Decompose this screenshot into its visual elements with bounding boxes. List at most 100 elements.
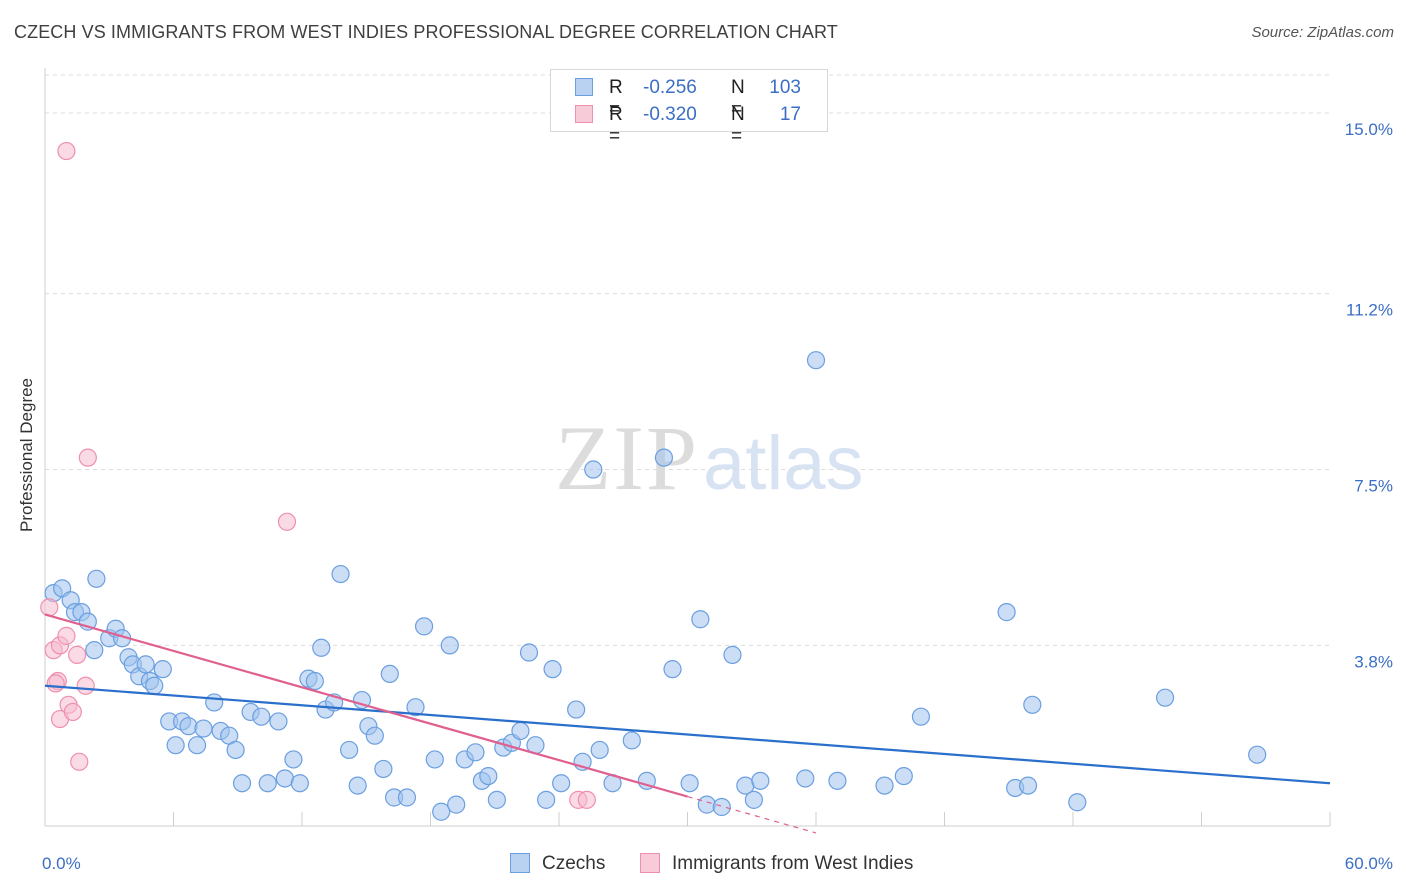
czechs-point xyxy=(425,750,444,769)
czechs-point xyxy=(194,719,213,738)
czechs-point xyxy=(1068,793,1087,812)
legend-label: Czechs xyxy=(542,853,606,874)
west-indies-point xyxy=(57,141,76,161)
czechs-point xyxy=(511,721,530,741)
west-indies-point xyxy=(63,702,82,722)
r-value: -0.320 xyxy=(643,104,697,125)
x-tick-label: 60.0% xyxy=(1345,854,1393,873)
czechs-point xyxy=(187,736,207,755)
czechs-point xyxy=(312,638,331,657)
czechs-point xyxy=(275,769,294,788)
czechs-point xyxy=(1248,745,1267,764)
czechs-point xyxy=(584,460,603,479)
n-label: N = xyxy=(731,77,745,120)
czechs-point xyxy=(365,726,384,745)
czechs-point xyxy=(432,802,451,821)
czechs-point xyxy=(894,766,913,786)
west-indies-point xyxy=(68,645,87,664)
czechs-point xyxy=(414,617,434,636)
czechs-point xyxy=(136,655,155,674)
czechs-trend-line xyxy=(44,684,1331,785)
czechs-point xyxy=(723,645,742,664)
czechs-point xyxy=(406,698,425,717)
czechs-point xyxy=(663,660,682,679)
czechs-point xyxy=(911,707,931,726)
x-tick-label: 0.0% xyxy=(42,854,81,873)
y-tick-label: 11.2% xyxy=(1346,301,1393,320)
czechs-point xyxy=(543,660,562,679)
czechs-point xyxy=(397,788,417,807)
west-indies-point xyxy=(57,626,76,645)
czechs-point xyxy=(305,671,324,691)
czechs-point xyxy=(680,774,699,793)
czechs-point xyxy=(487,790,506,809)
czechs-point xyxy=(1155,688,1175,707)
czechs-swatch xyxy=(575,78,593,96)
czechs-point xyxy=(145,676,164,695)
czechs-point xyxy=(374,759,393,779)
r-value: -0.256 xyxy=(643,77,697,98)
czechs-point xyxy=(226,740,245,760)
czechs-point xyxy=(751,771,770,790)
czechs-point xyxy=(622,731,641,750)
czechs-point xyxy=(466,743,485,762)
czechs-point xyxy=(744,790,763,809)
czechs-point xyxy=(166,736,185,755)
legend-label: Immigrants from West Indies xyxy=(672,853,914,874)
czechs-point xyxy=(153,660,172,679)
czechs-point xyxy=(348,776,367,795)
west-indies-point xyxy=(78,448,97,467)
czechs-point xyxy=(479,766,498,786)
czechs-point xyxy=(340,740,359,760)
czechs-point xyxy=(806,351,826,370)
west-indies-trend-line xyxy=(44,613,688,798)
czechs-point xyxy=(269,712,288,731)
west-indies-point xyxy=(577,790,596,809)
chart-title: CZECH VS IMMIGRANTS FROM WEST INDIES PRO… xyxy=(14,22,838,42)
czechs-point xyxy=(232,774,252,793)
czechs-point xyxy=(997,603,1016,622)
czechs-point xyxy=(1023,695,1042,714)
west-indies-point xyxy=(46,674,65,693)
west-indies-swatch xyxy=(640,853,660,873)
y-tick-label: 3.8% xyxy=(1354,652,1393,671)
west-indies-trend-extension xyxy=(687,795,817,834)
czechs-point xyxy=(284,750,303,769)
west-indies-point xyxy=(70,752,89,771)
czechs-point xyxy=(85,641,104,660)
czechs-point xyxy=(252,707,271,726)
czechs-point xyxy=(440,636,459,655)
n-label: N = xyxy=(731,104,745,147)
czechs-point xyxy=(654,448,674,467)
czechs-swatch xyxy=(510,853,530,873)
y-tick-label: 7.5% xyxy=(1354,477,1393,496)
czechs-point xyxy=(352,690,372,710)
west-indies-point xyxy=(76,676,95,695)
czechs-point xyxy=(552,774,571,793)
czechs-point xyxy=(331,564,350,584)
czechs-point xyxy=(875,776,894,795)
r-label: R = xyxy=(609,104,623,147)
west-indies-swatch xyxy=(575,105,593,123)
czechs-point xyxy=(590,740,609,760)
czechs-point xyxy=(796,769,815,788)
source-note: Source: ZipAtlas.com xyxy=(1251,24,1394,41)
czechs-point xyxy=(380,664,399,683)
west-indies-point xyxy=(277,512,297,531)
czechs-point xyxy=(179,717,198,736)
czechs-point xyxy=(87,569,106,588)
czechs-point xyxy=(537,790,556,809)
czechs-point xyxy=(691,610,710,629)
n-value: 103 xyxy=(769,77,801,98)
czechs-point xyxy=(258,774,277,793)
czechs-point xyxy=(828,771,847,790)
czechs-point xyxy=(519,643,539,662)
czechs-point xyxy=(447,795,466,814)
y-tick-label: 15.0% xyxy=(1345,120,1393,139)
n-value: 17 xyxy=(779,104,801,125)
czechs-point xyxy=(712,797,731,817)
czechs-point xyxy=(567,700,586,719)
czechs-point xyxy=(697,795,716,814)
czechs-point xyxy=(1018,776,1038,795)
